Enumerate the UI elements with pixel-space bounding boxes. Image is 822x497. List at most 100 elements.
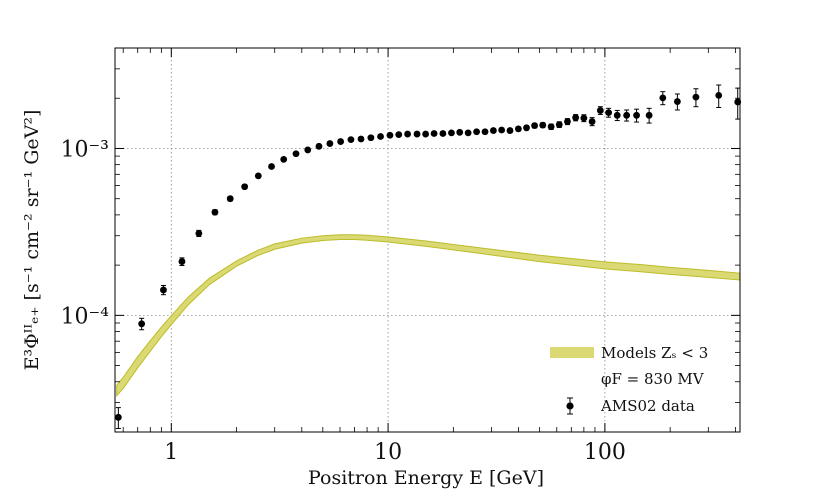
legend-label-ams02: AMS02 data [600, 397, 695, 415]
data-marker [498, 126, 506, 134]
data-point [464, 129, 472, 137]
tick-marks: 1 10 100 10⁻⁴ 10⁻³ [61, 47, 740, 465]
data-marker [564, 118, 571, 125]
data-marker [456, 128, 464, 136]
data-point [596, 106, 604, 115]
data-marker [347, 136, 355, 144]
data-point [439, 130, 447, 137]
data-point [734, 87, 742, 120]
data-point [498, 126, 506, 134]
data-marker [377, 133, 384, 140]
data-marker [413, 130, 421, 138]
data-point [315, 142, 323, 150]
data-marker [268, 163, 275, 170]
data-point [523, 124, 530, 132]
data-marker [241, 183, 249, 191]
data-marker [357, 135, 365, 143]
data-marker [448, 129, 455, 137]
data-point [514, 125, 522, 133]
data-marker [596, 107, 604, 114]
data-marker [178, 258, 186, 265]
data-marker [555, 121, 563, 129]
data-marker [523, 124, 530, 132]
data-point [613, 109, 621, 122]
data-point [580, 114, 588, 123]
data-marker [386, 131, 394, 139]
data-point [588, 117, 596, 127]
data-marker [195, 229, 203, 237]
data-marker [292, 150, 300, 158]
data-point [211, 208, 219, 216]
data-point [347, 136, 355, 144]
data-marker [539, 121, 547, 129]
data-marker [645, 111, 653, 119]
data-point [292, 150, 300, 158]
legend: Models Zₛ < 3 φF = 830 MV AMS02 data [550, 344, 708, 415]
data-marker [114, 413, 122, 421]
y-tick-label: 10⁻³ [61, 137, 109, 162]
data-point [367, 134, 375, 142]
plot-frame [114, 47, 741, 433]
x-tick-label: 100 [584, 440, 626, 465]
data-point [564, 118, 571, 126]
x-tick-label: 10 [374, 440, 402, 465]
data-marker [531, 122, 538, 130]
data-point [489, 127, 497, 134]
y-tick-label: 10⁻⁴ [61, 304, 110, 329]
data-marker [514, 125, 522, 133]
data-point [268, 163, 275, 170]
data-marker [337, 138, 345, 145]
data-point [241, 183, 249, 191]
data-marker [160, 286, 167, 294]
data-point [633, 108, 640, 123]
data-marker [692, 93, 700, 101]
data-point [160, 284, 167, 296]
data-point [114, 407, 122, 429]
data-point [337, 138, 345, 145]
data-marker [304, 146, 312, 154]
data-point [539, 121, 547, 129]
data-point [226, 195, 234, 203]
data-marker [673, 98, 681, 105]
data-marker [211, 208, 219, 216]
x-axis-label: Positron Energy E [GeV] [308, 467, 544, 489]
data-marker [439, 130, 447, 137]
data-point [254, 172, 262, 180]
data-marker [613, 111, 621, 119]
legend-band-swatch [550, 347, 594, 358]
data-point [506, 127, 514, 134]
data-marker [473, 128, 480, 136]
data-point [326, 140, 334, 147]
legend-data-marker [566, 402, 574, 410]
data-marker [138, 320, 146, 328]
data-marker [715, 91, 723, 99]
data-point [605, 107, 612, 118]
data-marker [464, 129, 472, 137]
data-point [456, 128, 464, 136]
data-point [473, 128, 480, 136]
data-marker [326, 140, 334, 147]
data-marker [734, 98, 742, 106]
data-point [623, 109, 631, 122]
data-point [377, 133, 384, 140]
data-point [692, 88, 700, 108]
data-point [304, 146, 312, 154]
data-marker [481, 128, 489, 136]
data-point [715, 84, 723, 109]
data-point [430, 130, 438, 137]
data-marker [659, 94, 667, 102]
data-point [531, 122, 538, 130]
data-point [481, 128, 489, 136]
data-point [547, 123, 555, 131]
data-marker [404, 130, 411, 138]
data-point [673, 93, 681, 111]
data-point [422, 130, 430, 138]
data-point [572, 114, 580, 122]
legend-sublabel-phi: φF = 830 MV [601, 370, 705, 388]
data-marker [254, 172, 262, 180]
data-point [178, 257, 186, 266]
data-point [195, 229, 203, 237]
data-marker [315, 142, 323, 150]
data-point [386, 131, 394, 139]
